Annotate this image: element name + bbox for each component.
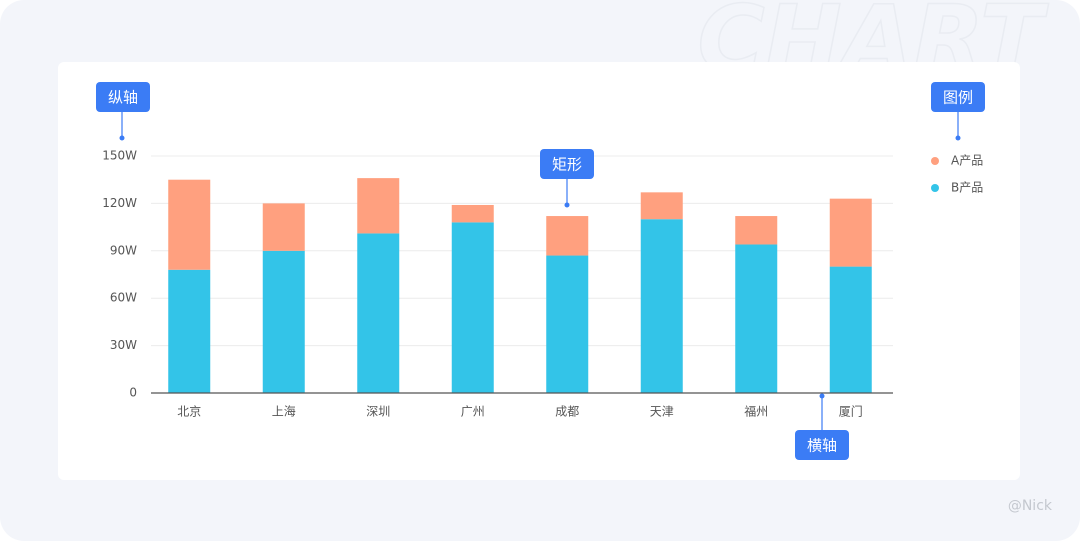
callout-box xyxy=(96,82,150,112)
bar-segment xyxy=(168,179,211,270)
y-tick-label: 60W xyxy=(110,291,137,305)
callout-dot xyxy=(955,135,961,141)
callout: 图例 xyxy=(931,82,985,141)
bar-segment xyxy=(546,216,589,256)
bar-segment xyxy=(357,178,400,234)
callout-label: 横轴 xyxy=(807,437,837,455)
x-tick-label: 成都 xyxy=(555,405,579,419)
x-tick-label: 厦门 xyxy=(839,404,863,419)
bar-segment xyxy=(735,244,778,393)
callout-box xyxy=(931,82,985,112)
callout-box xyxy=(795,430,849,460)
bar-segment xyxy=(357,233,400,393)
y-tick-label: 120W xyxy=(102,196,137,210)
legend-label: B产品 xyxy=(951,181,983,195)
x-tick-label: 广州 xyxy=(461,405,485,419)
bar-segment xyxy=(546,255,589,393)
x-tick-label: 上海 xyxy=(272,404,296,419)
bar-segment xyxy=(829,266,872,393)
callout: 横轴 xyxy=(795,393,849,460)
bar-segment xyxy=(829,198,872,267)
bar-segment xyxy=(640,219,683,393)
bar-segment xyxy=(451,204,494,223)
bar-segment xyxy=(735,216,778,245)
callout-dot xyxy=(564,202,570,208)
legend-swatch xyxy=(931,157,939,165)
y-tick-label: 30W xyxy=(110,338,137,352)
callout-dot xyxy=(119,135,125,141)
callout: 矩形 xyxy=(540,149,594,208)
x-tick-label: 天津 xyxy=(650,405,674,419)
x-tick-label: 深圳 xyxy=(366,405,390,419)
callout-dot xyxy=(819,393,825,399)
bar-segment xyxy=(168,269,211,393)
x-tick-label: 北京 xyxy=(177,405,201,419)
bar-segment xyxy=(262,250,305,393)
y-tick-label: 150W xyxy=(102,149,137,163)
y-tick-label: 0 xyxy=(129,386,137,400)
bar-segment xyxy=(451,222,494,393)
callout-label: 纵轴 xyxy=(108,89,138,107)
bar-segment xyxy=(262,203,305,251)
watermark: @Nick xyxy=(1008,498,1053,514)
legend-label: A产品 xyxy=(951,154,983,168)
callout-label: 矩形 xyxy=(552,156,582,174)
callout-box xyxy=(540,149,594,179)
bar-segment xyxy=(640,192,683,220)
legend-swatch xyxy=(931,184,939,192)
callout-label: 图例 xyxy=(943,89,973,107)
callout: 纵轴 xyxy=(96,82,150,141)
y-tick-label: 90W xyxy=(110,243,137,257)
x-tick-label: 福州 xyxy=(744,404,768,419)
